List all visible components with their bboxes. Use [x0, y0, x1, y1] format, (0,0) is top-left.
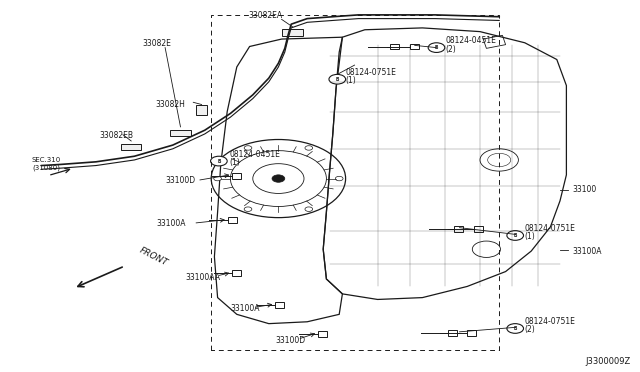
Text: FRONT: FRONT — [138, 246, 169, 268]
Circle shape — [244, 146, 252, 150]
Text: 33100: 33100 — [573, 185, 597, 194]
Text: (1): (1) — [229, 158, 240, 167]
Text: (1): (1) — [346, 76, 356, 85]
Circle shape — [335, 176, 343, 181]
Text: 08124-0751E: 08124-0751E — [346, 68, 396, 77]
Text: 33100A: 33100A — [157, 219, 186, 228]
Circle shape — [244, 207, 252, 211]
Text: 33082EB: 33082EB — [99, 131, 133, 140]
Text: 08124-0451E: 08124-0451E — [445, 36, 496, 45]
Text: 08124-0451E: 08124-0451E — [229, 150, 280, 159]
Text: 33082E: 33082E — [142, 39, 172, 48]
Text: B: B — [513, 326, 517, 331]
Text: (2): (2) — [445, 45, 456, 54]
Text: B: B — [335, 77, 339, 82]
Text: 33100A: 33100A — [573, 247, 602, 256]
Text: 33082H: 33082H — [156, 100, 186, 109]
Circle shape — [214, 176, 221, 181]
Circle shape — [428, 43, 445, 52]
Polygon shape — [282, 29, 303, 36]
Text: (1): (1) — [525, 232, 536, 241]
Text: (2): (2) — [525, 326, 536, 334]
Circle shape — [507, 231, 524, 240]
Polygon shape — [196, 105, 207, 115]
Text: B: B — [217, 158, 221, 164]
Circle shape — [211, 156, 227, 166]
Circle shape — [272, 175, 285, 182]
Polygon shape — [170, 129, 191, 136]
Circle shape — [507, 324, 524, 333]
Text: 33082EA: 33082EA — [248, 12, 283, 20]
Polygon shape — [121, 144, 141, 150]
Text: 33100AA: 33100AA — [186, 273, 221, 282]
Text: B: B — [435, 45, 438, 50]
Text: 08124-0751E: 08124-0751E — [525, 317, 575, 326]
Circle shape — [305, 207, 312, 211]
Text: J3300009Z: J3300009Z — [585, 357, 630, 366]
Text: SEC.310: SEC.310 — [31, 157, 61, 163]
Text: 33100D: 33100D — [165, 176, 195, 185]
Text: 33100D: 33100D — [275, 336, 305, 345]
Text: 33100A: 33100A — [230, 304, 260, 313]
Text: 08124-0751E: 08124-0751E — [525, 224, 575, 233]
Text: B: B — [513, 233, 517, 238]
Text: (31080): (31080) — [32, 164, 60, 171]
Circle shape — [305, 146, 312, 150]
Circle shape — [329, 74, 346, 84]
